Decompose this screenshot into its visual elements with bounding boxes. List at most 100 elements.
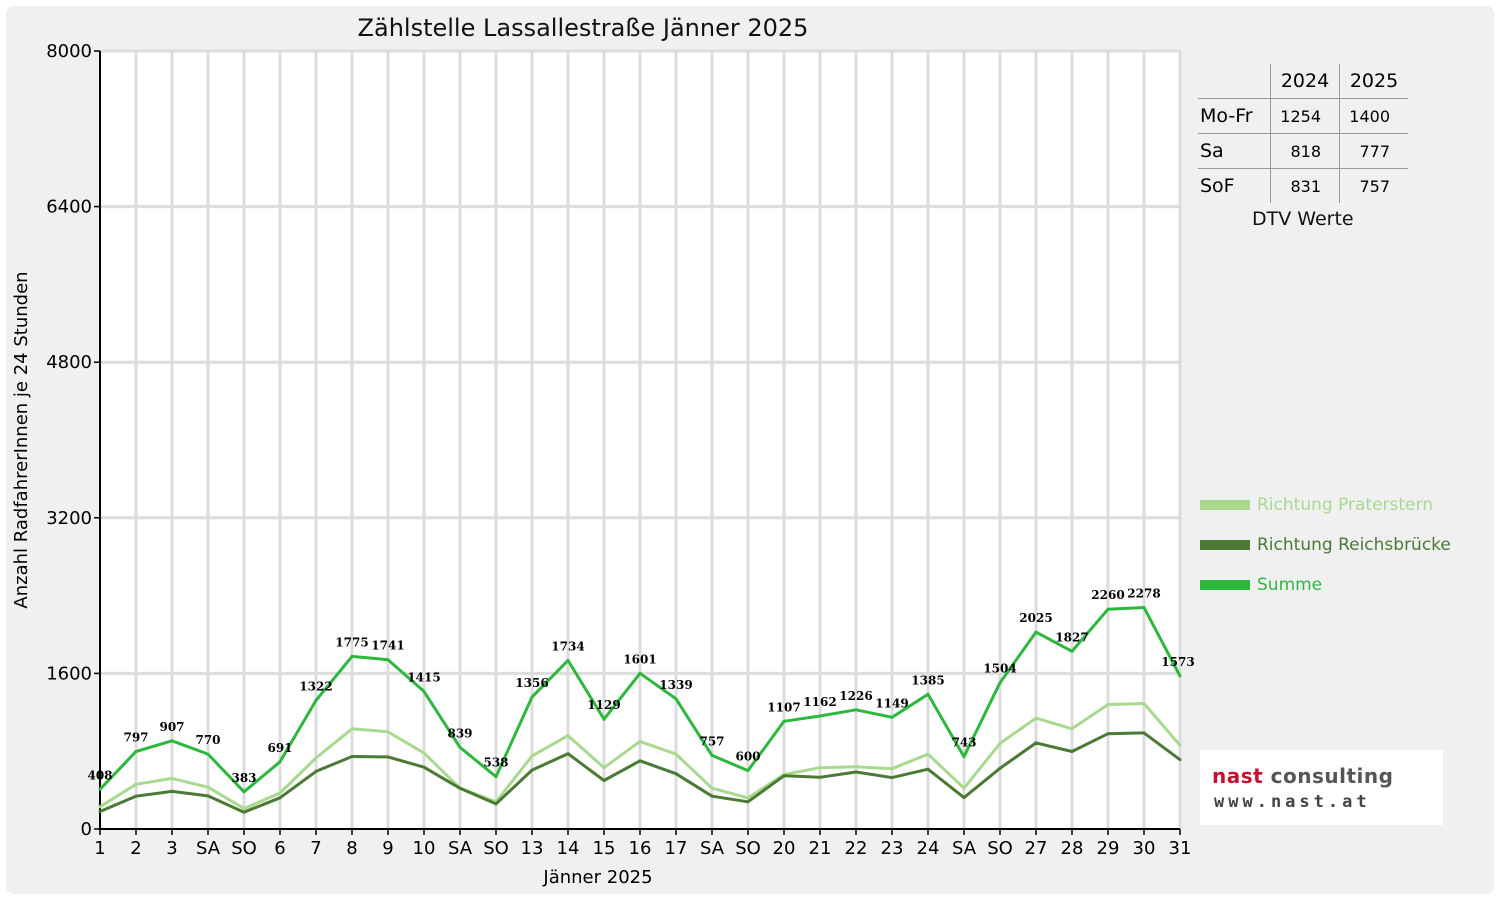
data-point-reichsbruecke	[314, 769, 318, 773]
data-label: 1601	[623, 652, 656, 666]
data-point-reichsbruecke	[602, 778, 606, 782]
x-axis-ticks: 1 2 3 SA SO 6 7 8 9 10 SA SO 13 14 15 16 17 SA SO 20 21 22 23 2…	[94, 829, 1191, 859]
data-label: 1226	[839, 689, 872, 703]
data-label: 1129	[587, 698, 620, 712]
data-point-summe	[782, 719, 786, 723]
data-label: 1573	[1161, 655, 1194, 669]
x-tick-label: 17	[665, 838, 688, 859]
data-point-reichsbruecke	[674, 772, 678, 776]
y-axis-ticks: 0 1600 3200 4800 6400 8000	[46, 41, 100, 840]
data-point-praterstern	[854, 765, 858, 769]
data-point-reichsbruecke	[926, 767, 930, 771]
data-label: 2025	[1019, 611, 1052, 625]
data-label: 383	[231, 771, 256, 785]
x-tick-label: 2	[130, 838, 141, 859]
data-label: 743	[951, 736, 976, 750]
data-point-reichsbruecke	[278, 796, 282, 800]
data-point-praterstern	[98, 805, 102, 809]
data-point-reichsbruecke	[998, 766, 1002, 770]
x-tick-label: 3	[166, 838, 177, 859]
y-tick-label: 0	[81, 819, 92, 840]
x-tick-label: 27	[1025, 838, 1048, 859]
data-point-reichsbruecke	[98, 809, 102, 813]
dtv-cell: 1400	[1339, 98, 1408, 134]
data-point-summe	[458, 745, 462, 749]
data-point-reichsbruecke	[134, 794, 138, 798]
data-point-praterstern	[134, 782, 138, 786]
data-point-summe	[134, 749, 138, 753]
data-label: 1356	[515, 676, 548, 690]
grid	[100, 49, 1182, 829]
data-point-summe	[1142, 605, 1146, 609]
data-point-praterstern	[998, 741, 1002, 745]
data-label: 770	[195, 733, 220, 747]
data-point-reichsbruecke	[854, 770, 858, 774]
x-tick-label: 21	[809, 838, 832, 859]
data-point-reichsbruecke	[494, 802, 498, 806]
x-tick-label: SO	[987, 838, 1013, 859]
dtv-row-label: SoF	[1198, 168, 1271, 203]
data-point-reichsbruecke	[1106, 732, 1110, 736]
data-label: 1415	[407, 670, 440, 684]
y-tick-label: 3200	[46, 508, 92, 529]
x-tick-label: SA	[448, 838, 473, 859]
data-point-reichsbruecke	[1070, 749, 1074, 753]
dtv-cell: 1254	[1270, 98, 1340, 134]
data-point-praterstern	[386, 730, 390, 734]
data-point-praterstern	[926, 752, 930, 756]
data-point-summe	[1034, 630, 1038, 634]
x-tick-label: 24	[917, 838, 940, 859]
data-point-summe	[602, 717, 606, 721]
data-point-summe	[206, 752, 210, 756]
data-point-reichsbruecke	[710, 794, 714, 798]
data-label: 1741	[371, 639, 404, 653]
dtv-table: 2024 2025 Mo-Fr 1254 1400 Sa 818 777 SoF…	[1198, 64, 1408, 203]
data-point-praterstern	[170, 776, 174, 780]
data-point-summe	[854, 708, 858, 712]
data-label: 907	[159, 720, 184, 734]
dtv-cell: 757	[1359, 176, 1390, 196]
dtv-header-row: 2024 2025	[1198, 64, 1408, 99]
data-point-summe	[314, 698, 318, 702]
data-point-summe	[710, 753, 714, 757]
x-tick-label: SA	[700, 838, 725, 859]
data-label: 1734	[551, 639, 584, 653]
data-point-reichsbruecke	[1034, 741, 1038, 745]
x-tick-label: SA	[952, 838, 977, 859]
x-tick-label: 22	[845, 838, 868, 859]
data-point-summe	[530, 695, 534, 699]
data-point-praterstern	[242, 807, 246, 811]
data-point-summe	[494, 775, 498, 779]
data-point-reichsbruecke	[242, 810, 246, 814]
x-tick-label: 23	[881, 838, 904, 859]
x-tick-label: 13	[521, 838, 544, 859]
data-point-praterstern	[818, 766, 822, 770]
data-point-summe	[638, 671, 642, 675]
x-tick-label: 8	[346, 838, 357, 859]
x-tick-label: 1	[94, 838, 105, 859]
data-point-summe	[1070, 649, 1074, 653]
data-label: 1827	[1055, 630, 1088, 644]
data-point-reichsbruecke	[350, 755, 354, 759]
dtv-row: SoF 831 757	[1198, 168, 1408, 203]
data-point-praterstern	[602, 766, 606, 770]
data-point-summe	[1106, 607, 1110, 611]
nast-logo: nast consulting www.nast.at	[1200, 750, 1443, 825]
x-tick-label: 9	[382, 838, 393, 859]
x-tick-label: 20	[773, 838, 796, 859]
x-tick-label: SO	[483, 838, 509, 859]
y-tick-label: 4800	[46, 352, 92, 373]
data-point-summe	[566, 658, 570, 662]
data-point-praterstern	[1034, 716, 1038, 720]
data-point-summe	[242, 790, 246, 794]
data-point-reichsbruecke	[962, 796, 966, 800]
data-point-reichsbruecke	[206, 794, 210, 798]
dtv-corner	[1198, 64, 1271, 99]
data-point-praterstern	[1142, 702, 1146, 706]
x-tick-label: 15	[593, 838, 616, 859]
legend-label-praterstern: Richtung Praterstern	[1257, 495, 1433, 515]
data-labels: 408 797 907 770 383 691 1322 1775 1741 1415 839 538…	[87, 586, 1194, 784]
dtv-cell: 831	[1270, 168, 1340, 203]
dtv-cell: 777	[1339, 133, 1408, 169]
